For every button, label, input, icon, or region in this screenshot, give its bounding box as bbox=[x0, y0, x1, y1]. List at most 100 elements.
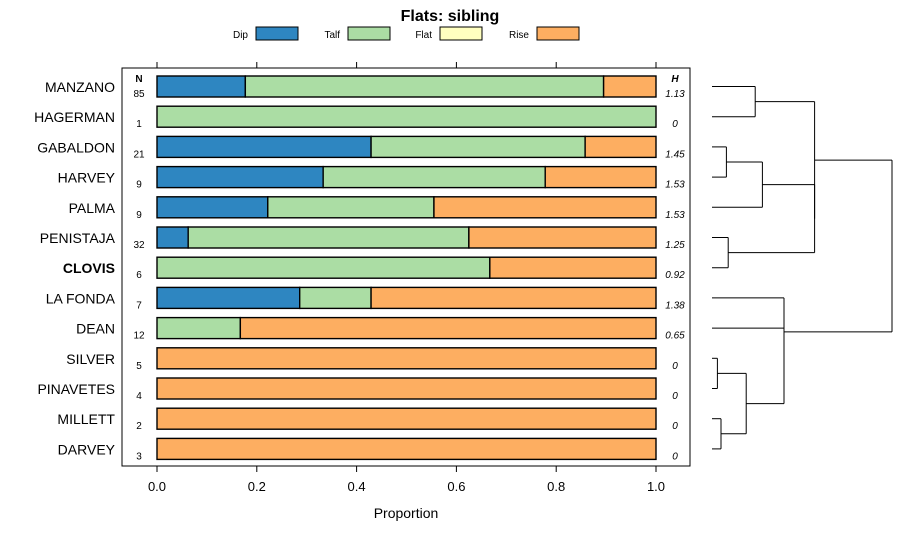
bar-row: DARVEY 3 0 bbox=[58, 437, 678, 462]
row-n-value: 7 bbox=[136, 300, 142, 311]
bar-segment-talf bbox=[187, 226, 470, 249]
bar-segment-talf bbox=[156, 316, 242, 340]
bar-segment-rise bbox=[489, 256, 657, 279]
chart-title: Flats: sibling bbox=[401, 8, 500, 25]
bar-segment-talf bbox=[299, 286, 372, 310]
bar-rows: MANZANO 85 1.13 HAGERMAN 1 0 GABALDON 21 1.45 HAR… bbox=[34, 75, 685, 462]
row-h-value: 1.25 bbox=[665, 240, 685, 251]
bar-row: SILVER 5 0 bbox=[66, 347, 678, 372]
row-label: HARVEY bbox=[58, 170, 116, 186]
bar-segment-rise bbox=[584, 135, 657, 159]
row-n-value: 5 bbox=[136, 361, 142, 372]
row-label: DEAN bbox=[76, 321, 115, 337]
bar-row: PINAVETES 4 0 bbox=[37, 377, 678, 402]
row-n-value: 9 bbox=[136, 180, 142, 191]
bar-row: LA FONDA 7 1.38 bbox=[46, 286, 685, 311]
legend-swatch-flat bbox=[439, 26, 483, 41]
legend-label-rise: Rise bbox=[509, 30, 529, 41]
legend-label-talf: Talf bbox=[324, 30, 340, 41]
legend-label-dip: Dip bbox=[233, 30, 248, 41]
x-tick-label: 0.8 bbox=[547, 479, 565, 494]
row-h-value: 0 bbox=[672, 361, 678, 372]
row-n-value: 12 bbox=[133, 331, 145, 342]
legend: Dip Talf Flat Rise bbox=[233, 26, 580, 41]
row-label: CLOVIS bbox=[63, 260, 115, 276]
row-label: LA FONDA bbox=[46, 290, 116, 306]
row-h-value: 1.53 bbox=[665, 210, 685, 221]
bar-segment-rise bbox=[239, 316, 657, 340]
row-n-value: 3 bbox=[136, 451, 142, 462]
bar-segment-dip bbox=[156, 135, 372, 159]
row-label: PINAVETES bbox=[37, 381, 115, 397]
row-n-value: 85 bbox=[133, 89, 145, 100]
bar-row: PENISTAJA 32 1.25 bbox=[40, 226, 685, 251]
row-h-value: 0 bbox=[672, 391, 678, 402]
bar-segment-talf bbox=[370, 135, 586, 159]
x-tick-label: 0.2 bbox=[248, 479, 266, 494]
bar-segment-dip bbox=[156, 75, 247, 98]
bar-segment-rise bbox=[602, 75, 657, 98]
bar-segment-rise bbox=[433, 196, 657, 219]
bar-row: HARVEY 9 1.53 bbox=[58, 165, 685, 191]
bar-row: CLOVIS 6 0.92 bbox=[63, 256, 685, 281]
x-axis-label: Proportion bbox=[374, 505, 439, 521]
row-label: MILLETT bbox=[57, 411, 115, 427]
row-n-value: 21 bbox=[133, 149, 145, 160]
bar-segment-dip bbox=[156, 286, 301, 310]
x-tick-label: 0.4 bbox=[348, 479, 366, 494]
row-label: PENISTAJA bbox=[40, 230, 116, 246]
row-label: PALMA bbox=[69, 200, 116, 216]
bar-row: DEAN 12 0.65 bbox=[76, 316, 685, 342]
bar-segment-talf bbox=[156, 105, 657, 128]
row-n-value: 2 bbox=[136, 421, 142, 432]
row-h-value: 0.65 bbox=[665, 331, 685, 342]
bar-segment-rise bbox=[544, 165, 657, 189]
row-label: MANZANO bbox=[45, 79, 115, 95]
bar-segment-talf bbox=[156, 256, 491, 279]
plot-frame bbox=[121, 67, 691, 467]
row-n-value: 1 bbox=[136, 119, 142, 130]
row-h-value: 0 bbox=[672, 421, 678, 432]
bar-segment-talf bbox=[267, 196, 435, 219]
bar-segment-rise bbox=[156, 407, 657, 430]
row-label: SILVER bbox=[66, 351, 115, 367]
bar-segment-talf bbox=[322, 165, 546, 189]
n-column-header: N bbox=[135, 74, 142, 85]
bar-segment-rise bbox=[156, 347, 657, 370]
dendrogram bbox=[712, 86, 893, 450]
x-tick-label: 0.6 bbox=[447, 479, 465, 494]
x-tick-label: 1.0 bbox=[647, 479, 665, 494]
bar-segment-rise bbox=[468, 226, 657, 249]
bar-row: MILLETT 2 0 bbox=[57, 407, 678, 432]
row-h-value: 1.53 bbox=[665, 180, 685, 191]
row-h-value: 1.38 bbox=[665, 300, 685, 311]
x-axis: 0.0 0.2 0.4 0.6 0.8 1.0 bbox=[148, 62, 665, 494]
bar-row: GABALDON 21 1.45 bbox=[37, 135, 685, 160]
legend-swatch-rise bbox=[536, 26, 580, 41]
bar-row: MANZANO 85 1.13 bbox=[45, 75, 685, 100]
bar-segment-dip bbox=[156, 165, 324, 189]
row-label: GABALDON bbox=[37, 139, 115, 155]
legend-swatch-talf bbox=[347, 26, 391, 41]
bar-segment-rise bbox=[370, 286, 657, 310]
row-h-value: 1.45 bbox=[665, 149, 685, 160]
bar-row: HAGERMAN 1 0 bbox=[34, 105, 678, 130]
bar-segment-rise bbox=[156, 437, 657, 461]
x-tick-label: 0.0 bbox=[148, 479, 166, 494]
row-n-value: 9 bbox=[136, 210, 142, 221]
bar-segment-rise bbox=[156, 377, 657, 400]
row-h-value: 0 bbox=[672, 119, 678, 130]
row-h-value: 0.92 bbox=[665, 270, 685, 281]
row-label: DARVEY bbox=[58, 441, 116, 457]
bar-row: PALMA 9 1.53 bbox=[69, 196, 685, 221]
row-h-value: 0 bbox=[672, 451, 678, 462]
h-column-header: H bbox=[671, 74, 679, 85]
bar-segment-dip bbox=[156, 226, 189, 249]
row-label: HAGERMAN bbox=[34, 109, 115, 125]
row-n-value: 4 bbox=[136, 391, 142, 402]
bar-segment-dip bbox=[156, 196, 269, 219]
bar-segment-talf bbox=[244, 75, 605, 98]
legend-swatch-dip bbox=[255, 26, 299, 41]
legend-label-flat: Flat bbox=[415, 30, 432, 41]
